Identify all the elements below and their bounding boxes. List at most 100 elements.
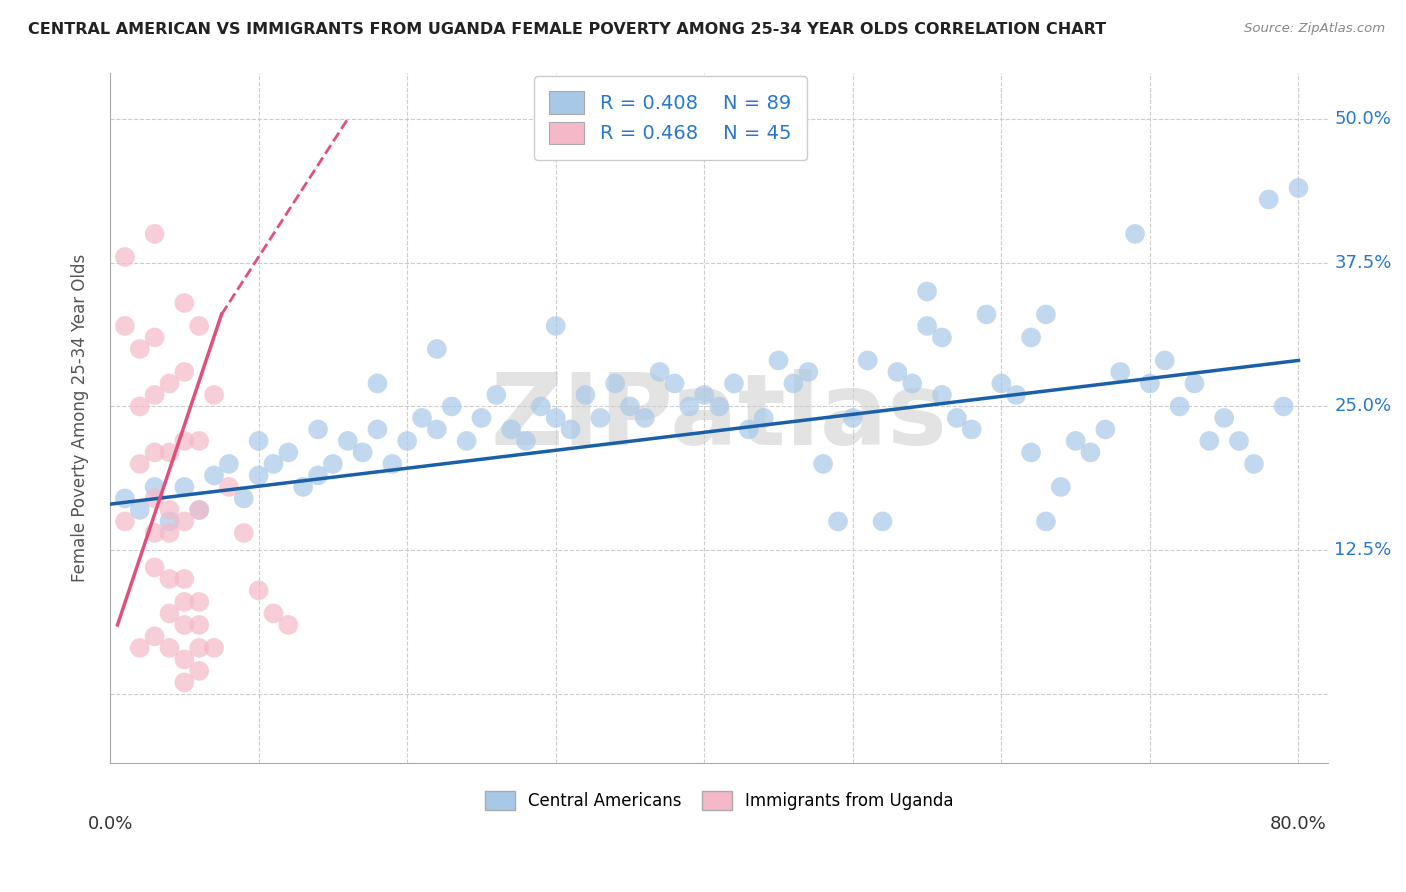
Point — [1288, 181, 1310, 195]
Point — [188, 664, 211, 678]
Point — [1019, 330, 1042, 344]
Point — [173, 652, 195, 666]
Point — [544, 318, 567, 333]
Point — [501, 422, 523, 436]
Point — [188, 434, 211, 448]
Point — [143, 525, 166, 540]
Point — [292, 480, 315, 494]
Point — [619, 400, 641, 414]
Point — [842, 411, 865, 425]
Point — [915, 285, 938, 299]
Text: ZIPatlas: ZIPatlas — [491, 369, 948, 467]
Point — [173, 515, 195, 529]
Point — [143, 560, 166, 574]
Point — [381, 457, 404, 471]
Point — [159, 515, 181, 529]
Point — [1019, 445, 1042, 459]
Point — [232, 491, 254, 506]
Point — [173, 618, 195, 632]
Point — [915, 318, 938, 333]
Point — [976, 308, 998, 322]
Point — [574, 388, 596, 402]
Point — [173, 572, 195, 586]
Point — [143, 227, 166, 241]
Point — [114, 491, 136, 506]
Point — [693, 388, 716, 402]
Point — [678, 400, 700, 414]
Point — [128, 640, 150, 655]
Legend: Central Americans, Immigrants from Uganda: Central Americans, Immigrants from Ugand… — [478, 784, 960, 817]
Point — [277, 445, 299, 459]
Point — [1080, 445, 1102, 459]
Point — [931, 330, 953, 344]
Point — [202, 388, 225, 402]
Point — [352, 445, 374, 459]
Point — [159, 445, 181, 459]
Point — [322, 457, 344, 471]
Point — [1123, 227, 1146, 241]
Point — [797, 365, 820, 379]
Point — [188, 503, 211, 517]
Point — [960, 422, 983, 436]
Point — [1168, 400, 1191, 414]
Point — [856, 353, 879, 368]
Point — [470, 411, 492, 425]
Point — [1184, 376, 1206, 391]
Point — [247, 434, 270, 448]
Point — [202, 640, 225, 655]
Point — [128, 457, 150, 471]
Text: 25.0%: 25.0% — [1334, 398, 1392, 416]
Point — [1153, 353, 1175, 368]
Point — [1272, 400, 1295, 414]
Text: CENTRAL AMERICAN VS IMMIGRANTS FROM UGANDA FEMALE POVERTY AMONG 25-34 YEAR OLDS : CENTRAL AMERICAN VS IMMIGRANTS FROM UGAN… — [28, 22, 1107, 37]
Point — [263, 457, 285, 471]
Point — [1139, 376, 1161, 391]
Point — [159, 503, 181, 517]
Point — [307, 468, 329, 483]
Point — [218, 480, 240, 494]
Point — [1005, 388, 1028, 402]
Text: 12.5%: 12.5% — [1334, 541, 1392, 559]
Point — [1243, 457, 1265, 471]
Point — [1035, 515, 1057, 529]
Point — [515, 434, 537, 448]
Text: 80.0%: 80.0% — [1270, 814, 1327, 832]
Point — [307, 422, 329, 436]
Point — [247, 583, 270, 598]
Point — [232, 525, 254, 540]
Point — [173, 365, 195, 379]
Point — [173, 296, 195, 310]
Point — [247, 468, 270, 483]
Point — [263, 607, 285, 621]
Point — [560, 422, 582, 436]
Point — [128, 400, 150, 414]
Point — [173, 480, 195, 494]
Point — [336, 434, 359, 448]
Point — [1094, 422, 1116, 436]
Point — [1064, 434, 1087, 448]
Point — [143, 445, 166, 459]
Point — [114, 318, 136, 333]
Point — [277, 618, 299, 632]
Point — [159, 607, 181, 621]
Point — [886, 365, 908, 379]
Point — [1227, 434, 1250, 448]
Point — [664, 376, 686, 391]
Point — [1198, 434, 1220, 448]
Point — [707, 400, 730, 414]
Point — [738, 422, 761, 436]
Point — [440, 400, 463, 414]
Point — [605, 376, 627, 391]
Point — [485, 388, 508, 402]
Point — [159, 640, 181, 655]
Point — [188, 618, 211, 632]
Point — [366, 376, 388, 391]
Point — [159, 525, 181, 540]
Point — [1035, 308, 1057, 322]
Point — [946, 411, 969, 425]
Point — [159, 572, 181, 586]
Point — [1257, 193, 1279, 207]
Point — [901, 376, 924, 391]
Point — [143, 330, 166, 344]
Point — [396, 434, 419, 448]
